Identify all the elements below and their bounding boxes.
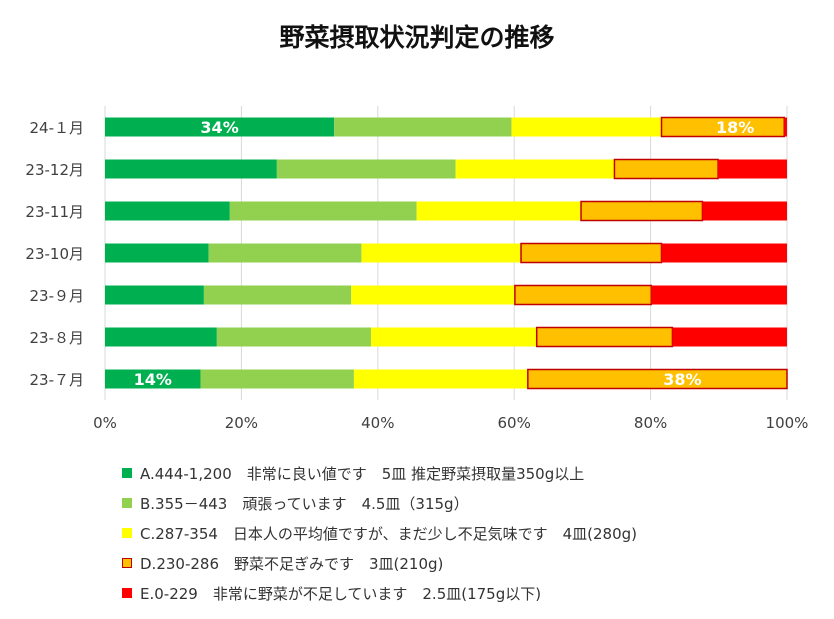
bar-segment-c (361, 243, 522, 263)
y-category-label: 23-９月 (30, 287, 85, 305)
bar-segment-e (784, 117, 787, 137)
legend-item-c: C.287-354 日本人の平均値ですが、まだ少し不足気味です 4皿(280g) (122, 518, 637, 548)
legend-swatch (122, 558, 132, 568)
legend-swatch (122, 468, 132, 478)
stacked-bar-chart: 0% 20% 40% 60% 80% 100% 24-１月 34% 18% 23-12月 23-11… (25, 106, 809, 432)
bar-segment-d (580, 200, 704, 222)
legend-swatch (122, 528, 132, 538)
bar-segment-d (613, 158, 719, 180)
bar-segment-b (203, 285, 352, 305)
legend-label: A.444-1,200 非常に良い値です 5皿 推定野菜摂取量350g以上 (140, 464, 585, 483)
legend-label: C.287-354 日本人の平均値ですが、まだ少し不足気味です 4皿(280g) (140, 524, 638, 543)
x-tick-label: 40% (361, 414, 394, 432)
y-category-label: 23-８月 (30, 329, 85, 347)
bar-segment-a (105, 159, 277, 179)
legend-item-e: E.0-229 非常に野菜が不足しています 2.5皿(175g以下) (122, 578, 637, 608)
bar-segment-c (351, 285, 515, 305)
legend-item-b: B.355－443 頑張っています 4.5皿（315g） (122, 488, 637, 518)
x-tick-label: 100% (766, 414, 809, 432)
bar-segment-c (416, 201, 582, 221)
data-label: 18% (716, 118, 754, 137)
data-label: 14% (134, 370, 172, 389)
bar-segment-a (105, 285, 204, 305)
y-category-label: 23-11月 (25, 203, 84, 221)
bar-segment-e (661, 243, 787, 263)
bar-segment-a (105, 369, 201, 389)
bar-segment-a (105, 243, 209, 263)
y-category-label: 23-10月 (25, 245, 84, 263)
x-tick-label: 20% (225, 414, 258, 432)
bar-segment-c (370, 327, 537, 347)
y-category-label: 23-７月 (30, 371, 85, 389)
legend-label: D.230-286 野菜不足ぎみです 3皿(210g) (140, 554, 444, 573)
legend-label: B.355－443 頑張っています 4.5皿（315g） (140, 494, 469, 513)
data-label: 34% (200, 118, 238, 137)
data-label: 38% (663, 370, 701, 389)
x-tick-label: 0% (93, 414, 117, 432)
y-category-label: 24-１月 (30, 119, 85, 137)
legend-item-a: A.444-1,200 非常に良い値です 5皿 推定野菜摂取量350g以上 (122, 458, 637, 488)
legend-label: E.0-229 非常に野菜が不足しています 2.5皿(175g以下) (140, 584, 542, 603)
bar-segment-b (334, 117, 512, 137)
y-category-label: 23-12月 (25, 161, 84, 179)
bar-segment-c (511, 117, 662, 137)
chart-legend: A.444-1,200 非常に良い値です 5皿 推定野菜摂取量350g以上 B.3… (122, 458, 637, 608)
bar-segment-d (527, 368, 788, 390)
bar-segment-b (229, 201, 417, 221)
x-tick-label: 80% (634, 414, 667, 432)
legend-item-d: D.230-286 野菜不足ぎみです 3皿(210g) (122, 548, 637, 578)
bar-segment-d (535, 326, 674, 348)
bar-segment-a (105, 117, 335, 137)
bar-segment-b (208, 243, 362, 263)
bar-segment-b (276, 159, 456, 179)
bar-segment-b (200, 369, 354, 389)
legend-swatch (122, 588, 132, 598)
bar-segment-b (216, 327, 371, 347)
bar-segment-d (514, 284, 653, 306)
bar-segment-a (105, 327, 217, 347)
x-tick-label: 60% (498, 414, 531, 432)
bar-segment-e (702, 201, 787, 221)
chart-title: 野菜摂取状況判定の推移 (279, 23, 555, 52)
bar-segment-e (672, 327, 787, 347)
bar-segment-c (455, 159, 615, 179)
bar-segment-d (520, 242, 663, 264)
bar-segment-e (651, 285, 787, 305)
legend-swatch (122, 498, 132, 508)
bar-segment-a (105, 201, 230, 221)
bar-segment-c (353, 369, 528, 389)
bar-segment-e (718, 159, 787, 179)
